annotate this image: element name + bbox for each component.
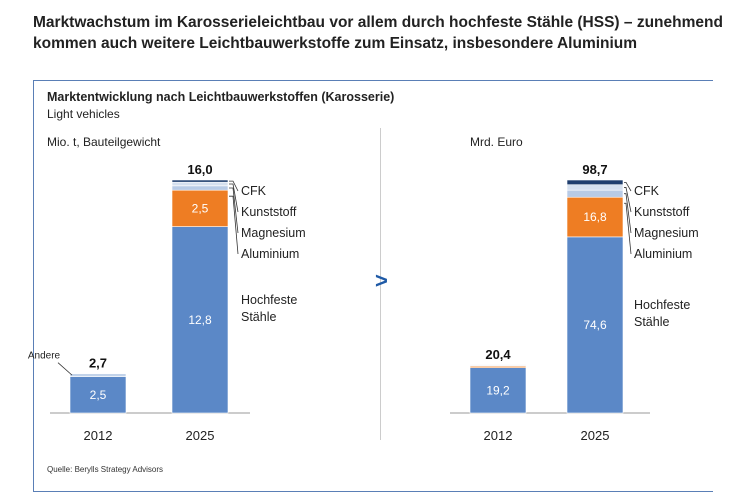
bar-segment-kunststoff-2025 <box>171 181 229 187</box>
hss-label-line-0: Hochfeste <box>241 293 297 307</box>
category-label-2025: 2025 <box>581 428 610 443</box>
bar-segment-cfk-2025 <box>171 179 229 183</box>
data-label-aluminium-2025: 2,5 <box>192 201 209 215</box>
data-label-hss-2012: 19,2 <box>486 383 510 397</box>
category-label-2012: 2012 <box>484 428 513 443</box>
leader-line-magnesium <box>624 193 632 234</box>
chevron-right-icon: > <box>375 268 388 293</box>
bar-segment-hss-2025 <box>171 226 229 414</box>
legend-label-aluminium: Aluminium <box>241 247 299 261</box>
total-label-2012: 2,7 <box>89 356 107 371</box>
headline: Marktwachstum im Karosserieleichtbau vor… <box>33 14 723 52</box>
left-unit-label: Mio. t, Bauteilgewicht <box>47 135 161 149</box>
frame-top-line <box>33 80 713 81</box>
bar-segment-aluminium-2025 <box>566 196 624 238</box>
legend-label-magnesium: Magnesium <box>241 226 306 240</box>
chart-subtitle: Marktentwicklung nach Leichtbauwerkstoff… <box>47 90 395 104</box>
bar-segment-hss-2012 <box>69 376 127 414</box>
data-label-hss-2025: 12,8 <box>188 313 212 327</box>
total-label-2025: 98,7 <box>582 162 607 177</box>
data-label-hss-2025: 74,6 <box>583 318 607 332</box>
legend-label-kunststoff: Kunststoff <box>634 205 690 219</box>
hss-label-line-1: Stähle <box>634 315 669 329</box>
leader-line-kunststoff <box>229 183 239 213</box>
category-label-2012: 2012 <box>84 428 113 443</box>
frame-bottom-line <box>33 491 713 492</box>
frame-left-line <box>33 80 34 492</box>
category-label-2025: 2025 <box>186 428 215 443</box>
right-unit-label: Mrd. Euro <box>470 135 523 149</box>
leader-line-magnesium <box>229 187 239 234</box>
hss-label-line-1: Stähle <box>241 310 276 324</box>
legend-label-kunststoff: Kunststoff <box>241 205 297 219</box>
bar-segment-hss-2025 <box>566 236 624 414</box>
leader-line-kunststoff <box>624 187 632 213</box>
bar-segment-andere-2012 <box>69 373 127 377</box>
legend-label-cfk: CFK <box>241 184 267 198</box>
andere-leader-line <box>57 362 73 376</box>
chart-subsubtitle: Light vehicles <box>47 107 120 121</box>
leader-line-cfk <box>624 181 632 192</box>
bar-segment-magnesium-2025 <box>566 189 624 198</box>
andere-label: Andere <box>28 351 61 362</box>
panel-divider <box>380 128 381 440</box>
bar-segment-kunststoff-2025 <box>566 184 624 191</box>
data-label-aluminium-2025: 16,8 <box>583 210 607 224</box>
leader-line-aluminium <box>624 202 632 255</box>
legend-label-magnesium: Magnesium <box>634 226 699 240</box>
bar-segment-aluminium-2025 <box>171 189 229 227</box>
bar-segment-cfk-2025 <box>566 179 624 186</box>
legend-label-cfk: CFK <box>634 184 660 198</box>
leader-line-aluminium <box>229 195 239 255</box>
legend-label-aluminium: Aluminium <box>634 247 692 261</box>
leader-line-cfk <box>229 180 239 192</box>
data-label-hss-2012: 2,5 <box>90 388 107 402</box>
source-note: Quelle: Berylls Strategy Advisors <box>47 465 164 474</box>
total-label-2025: 16,0 <box>187 162 212 177</box>
bar-segment-magnesium-2025 <box>171 185 229 191</box>
hss-label-line-0: Hochfeste <box>634 298 690 312</box>
bar-segment-hss-2012 <box>469 367 527 414</box>
total-label-2012: 20,4 <box>485 347 511 362</box>
